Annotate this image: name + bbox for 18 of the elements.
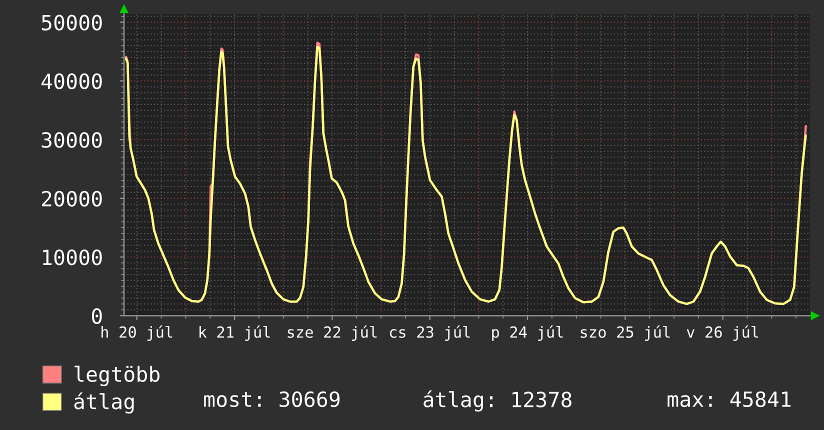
- x-tick-label: h 20 júl: [102, 325, 172, 341]
- legend-label: átlag: [74, 392, 134, 414]
- y-tick-label: 30000: [42, 132, 102, 148]
- y-tick-label: 10000: [42, 250, 102, 266]
- y-tick-label: 50000: [42, 14, 102, 30]
- legend-label: legtöbb: [74, 366, 160, 386]
- x-tick-label: p 24 júl: [492, 325, 563, 341]
- x-tick-label: sze 22 júl: [288, 325, 377, 341]
- text: max: 45841: [668, 391, 791, 408]
- x-tick-label: k 21 júl: [200, 325, 270, 341]
- x-tick-label: szo 25 júl: [580, 325, 670, 341]
- y-tick-label: 40000: [41, 73, 102, 90]
- y-tick-label: 0: [92, 308, 102, 324]
- text: most: 30669: [204, 391, 340, 408]
- text: átlag: 12378: [424, 390, 572, 412]
- x-tick-label: cs 23 júl: [390, 325, 470, 341]
- y-tick-label: 20000: [42, 190, 102, 207]
- x-tick-label: v 26 júl: [686, 325, 758, 341]
